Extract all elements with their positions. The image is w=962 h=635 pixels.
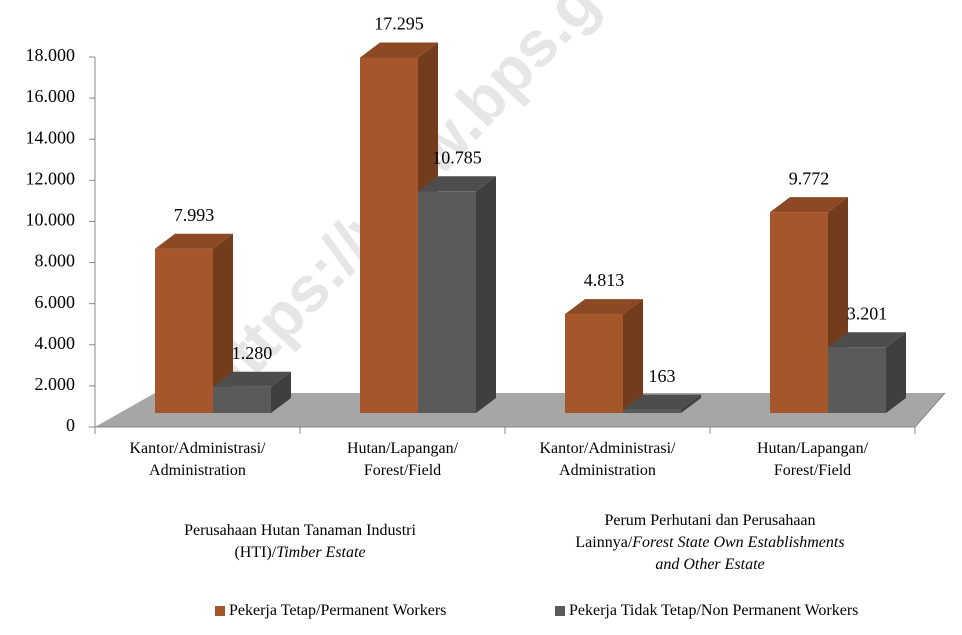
x-tick-label: Kantor/Administrasi/ Administration — [129, 440, 266, 479]
y-tick-label: 12.000 — [26, 168, 76, 188]
bar — [828, 347, 886, 413]
bar-top — [213, 371, 291, 387]
y-tick-label: 0 — [66, 415, 75, 435]
bar — [155, 248, 213, 413]
floor — [95, 393, 945, 427]
y-tick-label: 14.000 — [26, 127, 76, 147]
group-label: Perum Perhutani dan Perusahaan Lainnya/F… — [570, 510, 850, 576]
value-label: 4.813 — [584, 270, 625, 290]
y-tick-label: 8.000 — [35, 251, 76, 271]
legend-item: Pekerja Tetap/Permanent Workers — [215, 602, 446, 620]
y-tick-label: 6.000 — [35, 292, 76, 312]
bar-top — [360, 42, 438, 58]
legend-label: Pekerja Tidak Tetap/Non Permanent Worker… — [569, 602, 859, 619]
value-label: 1.280 — [232, 343, 273, 363]
value-label: 7.993 — [174, 205, 215, 225]
bar-top — [418, 176, 496, 192]
bar-top — [623, 394, 701, 410]
group-label: Perusahaan Hutan Tanaman Industri (HTI)/… — [145, 520, 455, 564]
bar-top — [770, 197, 848, 213]
y-tick-label: 16.000 — [26, 86, 76, 106]
bar-side — [886, 332, 906, 413]
x-tick-label: Hutan/Lapangan/ Forest/Field — [346, 440, 459, 479]
bar-side — [476, 176, 496, 413]
bar-side — [623, 299, 643, 413]
bar — [213, 386, 271, 413]
y-tick-label: 10.000 — [26, 210, 76, 230]
bar — [623, 409, 681, 413]
group-label-text: Perum Perhutani dan Perusahaan Lainnya/ — [575, 512, 816, 551]
bar-side — [271, 371, 291, 413]
value-label: 3.201 — [847, 303, 888, 323]
bar-top — [155, 233, 233, 249]
y-tick-label: 18.000 — [26, 45, 76, 65]
value-label: 163 — [649, 366, 676, 386]
legend-label: Pekerja Tetap/Permanent Workers — [229, 602, 447, 619]
bar-top — [828, 332, 906, 348]
bar-side — [681, 394, 701, 413]
legend-swatch — [555, 606, 565, 616]
bar — [565, 314, 623, 413]
value-label: 10.785 — [432, 147, 482, 167]
value-label: 17.295 — [374, 14, 424, 34]
bar-side — [213, 233, 233, 413]
legend-swatch — [215, 606, 225, 616]
x-tick-label: Kantor/Administrasi/ Administration — [539, 440, 676, 479]
y-tick-label: 2.000 — [35, 374, 76, 394]
x-tick-label: Hutan/Lapangan/ Forest/Field — [756, 440, 869, 479]
group-label-en: Forest State Own Establishments and Othe… — [632, 534, 845, 573]
group-label-en: Timber Estate — [276, 544, 366, 561]
bar — [418, 191, 476, 413]
legend-item: Pekerja Tidak Tetap/Non Permanent Worker… — [555, 602, 858, 620]
y-tick-label: 4.000 — [35, 333, 76, 353]
bar — [360, 57, 418, 413]
bar-top — [565, 299, 643, 315]
bar — [770, 212, 828, 413]
group-label-text: Perusahaan Hutan Tanaman Industri (HTI)/ — [184, 522, 416, 561]
value-label: 9.772 — [789, 168, 830, 188]
